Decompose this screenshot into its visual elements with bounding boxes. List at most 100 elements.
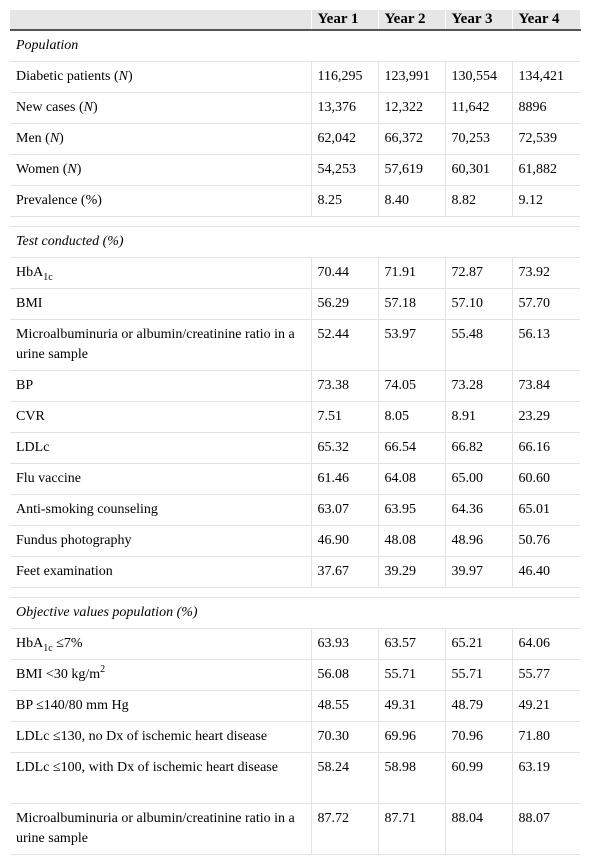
cell-value: 73.84 [512, 370, 580, 402]
cell-value: 116,295 [311, 61, 379, 93]
cell-value: 70.44 [311, 257, 379, 289]
cell-value: 8.40 [378, 185, 446, 217]
cell-value: 8896 [512, 92, 580, 124]
row-label: Diabetic patients (N) [10, 61, 312, 93]
cell-value: 8.05 [378, 401, 446, 433]
section-spacer [10, 216, 580, 227]
spacer-cell [10, 216, 580, 227]
cell-value: 88.07 [512, 803, 580, 855]
table-row: Microalbuminuria or albumin/creatinine r… [10, 803, 580, 855]
cell-value: 73.28 [445, 370, 513, 402]
row-label: HbA1c ≤7% [10, 628, 312, 660]
cell-value: 71.91 [378, 257, 446, 289]
cell-value: 37.67 [311, 556, 379, 588]
cell-value: 74.05 [378, 370, 446, 402]
cell-value: 62,042 [311, 123, 379, 155]
table-row: Feet examination 37.67 39.29 39.97 46.40 [10, 556, 580, 588]
row-label: Women (N) [10, 154, 312, 186]
table-row: BP 73.38 74.05 73.28 73.84 [10, 370, 580, 402]
cell-value: 87.71 [378, 803, 446, 855]
section-row-tests: Test conducted (%) [10, 226, 580, 258]
cell-value: 66.54 [378, 432, 446, 464]
cell-value: 65.00 [445, 463, 513, 495]
cell-value: 12,322 [378, 92, 446, 124]
cell-value: 87.72 [311, 803, 379, 855]
cell-value: 55.48 [445, 319, 513, 371]
cell-value: 57.70 [512, 288, 580, 320]
table-row: LDLc ≤130, no Dx of ischemic heart disea… [10, 721, 580, 753]
cell-value: 72.87 [445, 257, 513, 289]
table-row: Flu vaccine 61.46 64.08 65.00 60.60 [10, 463, 580, 495]
table-row: Men (N) 62,042 66,372 70,253 72,539 [10, 123, 580, 155]
table-row: BP ≤140/80 mm Hg 48.55 49.31 48.79 49.21 [10, 690, 580, 722]
cell-value: 70.96 [445, 721, 513, 753]
cell-value: 7.51 [311, 401, 379, 433]
header-year-3: Year 3 [445, 10, 513, 31]
cell-value: 134,421 [512, 61, 580, 93]
row-label: LDLc [10, 432, 312, 464]
cell-value: 49.21 [512, 690, 580, 722]
header-year-2: Year 2 [378, 10, 446, 31]
cell-value: 72,539 [512, 123, 580, 155]
table-row: LDLc 65.32 66.54 66.82 66.16 [10, 432, 580, 464]
row-label: Flu vaccine [10, 463, 312, 495]
row-label: Feet examination [10, 556, 312, 588]
row-label: BMI <30 kg/m2 [10, 659, 312, 691]
table-row: LDLc ≤100, with Dx of ischemic heart dis… [10, 752, 580, 804]
section-title: Objective values population (%) [10, 597, 580, 629]
row-label: BMI [10, 288, 312, 320]
cell-value: 58.24 [311, 752, 379, 804]
cell-value: 54,253 [311, 154, 379, 186]
row-label: Men (N) [10, 123, 312, 155]
cell-value: 66.16 [512, 432, 580, 464]
cell-value: 49.31 [378, 690, 446, 722]
cell-value: 65.32 [311, 432, 379, 464]
cell-value: 69.96 [378, 721, 446, 753]
spacer-cell [10, 587, 580, 598]
cell-value: 63.19 [512, 752, 580, 804]
row-label: BP [10, 370, 312, 402]
row-label: BP ≤140/80 mm Hg [10, 690, 312, 722]
cell-value: 65.21 [445, 628, 513, 660]
cell-value: 88.04 [445, 803, 513, 855]
cell-value: 60.60 [512, 463, 580, 495]
cell-value: 55.71 [378, 659, 446, 691]
cell-value: 57,619 [378, 154, 446, 186]
cell-value: 11,642 [445, 92, 513, 124]
cell-value: 65.01 [512, 494, 580, 526]
table-row: HbA1c 70.44 71.91 72.87 73.92 [10, 257, 580, 289]
cell-value: 8.25 [311, 185, 379, 217]
row-label: HbA1c [10, 257, 312, 289]
table-row: Anti-smoking counseling 63.07 63.95 64.3… [10, 494, 580, 526]
section-spacer [10, 587, 580, 598]
cell-value: 13,376 [311, 92, 379, 124]
diabetes-indicators-table: Year 1 Year 2 Year 3 Year 4 Population D… [10, 10, 581, 855]
cell-value: 55.71 [445, 659, 513, 691]
cell-value: 64.08 [378, 463, 446, 495]
section-title: Population [10, 30, 580, 62]
cell-value: 70,253 [445, 123, 513, 155]
row-label: Prevalence (%) [10, 185, 312, 217]
table-row: Fundus photography 46.90 48.08 48.96 50.… [10, 525, 580, 557]
cell-value: 130,554 [445, 61, 513, 93]
cell-value: 63.95 [378, 494, 446, 526]
cell-value: 48.55 [311, 690, 379, 722]
cell-value: 64.36 [445, 494, 513, 526]
cell-value: 46.90 [311, 525, 379, 557]
cell-value: 46.40 [512, 556, 580, 588]
cell-value: 48.96 [445, 525, 513, 557]
cell-value: 71.80 [512, 721, 580, 753]
cell-value: 56.08 [311, 659, 379, 691]
cell-value: 50.76 [512, 525, 580, 557]
cell-value: 63.93 [311, 628, 379, 660]
cell-value: 56.13 [512, 319, 580, 371]
cell-value: 23.29 [512, 401, 580, 433]
cell-value: 60,301 [445, 154, 513, 186]
table-row: Microalbuminuria or albumin/creatinine r… [10, 319, 580, 371]
header-row: Year 1 Year 2 Year 3 Year 4 [10, 10, 581, 31]
cell-value: 66.82 [445, 432, 513, 464]
cell-value: 39.97 [445, 556, 513, 588]
row-label: Fundus photography [10, 525, 312, 557]
table-row: New cases (N) 13,376 12,322 11,642 8896 [10, 92, 580, 124]
section-row-population: Population [10, 30, 580, 62]
